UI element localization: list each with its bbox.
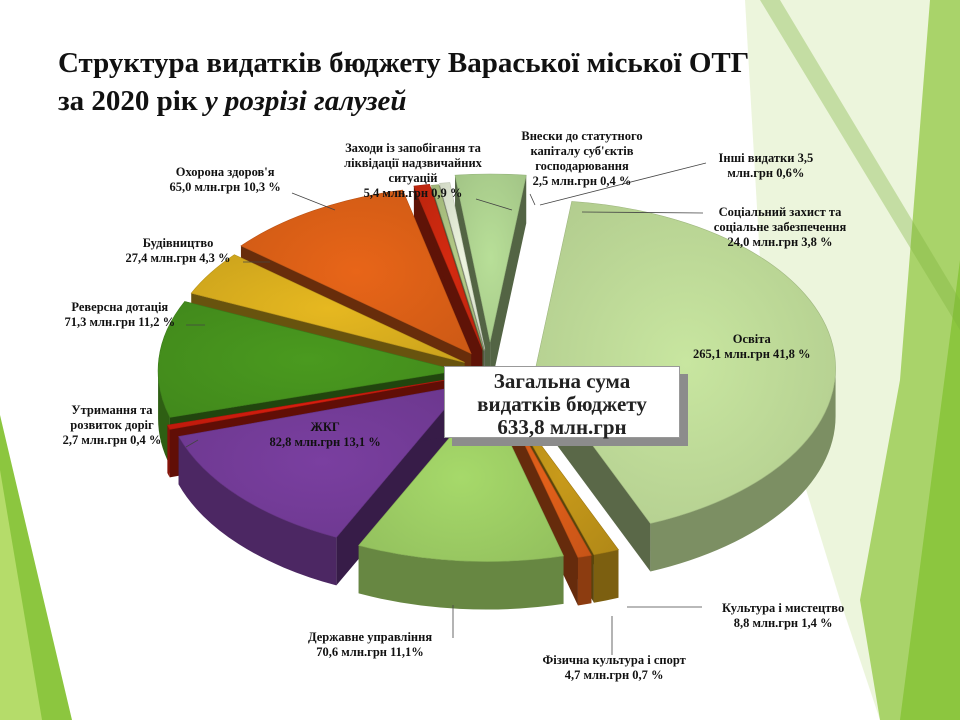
slice-label-name: Заходи із запобігання та ліквідації надз… [344,141,482,185]
slice-label-name: Державне управління [308,630,433,644]
total-line-1: Загальна сума [493,369,631,393]
slice-side [577,555,592,606]
slice-label-name: Утримання та розвиток доріг [70,403,154,432]
slice-top [166,377,456,430]
leader-line-9 [291,192,336,211]
slice-top [190,254,465,363]
page-title: Структура видатків бюджету Вараської міс… [58,44,749,120]
right-deep-green [900,260,960,720]
title-line-2-plain: за 2020 рік [58,85,198,117]
slice-label-value: 5,4 млн.грн 0,9 % [363,186,463,200]
title-line-2-italic: у розрізі галузей [204,85,407,117]
slice-label-5: ЖКГ 82,8 млн.грн 13,1 % [270,420,381,450]
slice-label-value: 8,8 млн.грн 1,4 % [733,616,833,630]
slice-top [454,173,527,343]
leader-line-10 [475,198,513,211]
slice-label-name: Соціальний захист та соціальне забезпече… [713,205,847,234]
leader-line-6 [185,439,199,448]
slice-label-value: 4,7 млн.грн 0,7 % [564,668,664,682]
slice-label-name: Культура і мистецтво [722,601,845,615]
slice-label-value: 2,5 млн.грн 0,4 % [532,174,632,188]
slice-label-4: Державне управління 70,6 млн.грн 11,1% [308,630,432,660]
slice-top [431,184,485,351]
slice-label-name: Фізична культура і спорт [542,653,686,667]
slice-label-1: Освіта 265,1 млн.грн 41,8 % [693,332,811,362]
slice-label-value: 70,6 млн.грн 11,1% [316,645,424,659]
slice-label-value: 24,0 млн.грн 3,8 % [727,235,833,249]
leader-line-12 [539,162,707,206]
slice-label-8: Будівництво 27,4 млн.грн 4,3 % [126,236,231,266]
slice-side [167,425,170,478]
slice-side [593,549,619,603]
slice-top [178,385,466,538]
slice-label-value: млн.грн 0,6% [727,166,805,180]
slice-side [178,436,337,586]
slice-label-name: Реверсна дотація [71,300,169,314]
title-line-1: Структура видатків бюджету Вараської міс… [58,47,750,79]
pie-slice-5 [178,385,466,586]
total-line-3: 633,8 млн.грн [497,415,627,439]
total-box: Загальна сума видатків бюджету 633,8 млн… [444,366,688,446]
slice-side [358,545,564,610]
slice-label-value: 265,1 млн.грн 41,8 % [693,347,811,361]
slice-label-3: Фізична культура і спорт 4,7 млн.грн 0,7 … [543,653,686,683]
slice-label-7: Реверсна дотація 71,3 млн.грн 11,2 % [65,300,176,330]
slice-top [157,301,459,418]
slice-label-12: Інші видатки 3,5 млн.грн 0,6% [719,151,814,181]
slice-label-name: Будівництво [142,236,214,250]
title-line-2: за 2020 рік у розрізі галузей [58,82,749,120]
slice-label-10: Заходи із запобігання та ліквідації надз… [328,141,498,201]
slice-label-name: Освіта [732,332,771,346]
leader-line-13 [581,211,704,214]
slice-label-value: 71,3 млн.грн 11,2 % [64,315,176,329]
slice-wall [490,175,527,391]
slice-top [358,392,564,562]
slice-label-value: 65,0 млн.грн 10,3 % [169,180,281,194]
slice-side [650,368,836,572]
slice-label-9: Охорона здоров'я 65,0 млн.грн 10,3 % [170,165,281,195]
slice-top [240,189,472,355]
slice-top [413,183,483,350]
slice-label-value: 82,8 млн.грн 13,1 % [269,435,381,449]
slice-label-name: ЖКГ [310,420,340,434]
right-diagonal-stripe [760,0,960,330]
slice-label-value: 27,4 млн.грн 4,3 % [125,251,231,265]
slice-label-name: Внески до статутного капіталу суб'єктів … [521,129,643,173]
slice-label-name: Охорона здоров'я [175,165,275,179]
leader-line-11 [529,193,536,206]
slice-top [439,182,486,350]
total-line-2: видатків бюджету [477,392,647,416]
slice-label-11: Внески до статутного капіталу суб'єктів … [507,129,657,189]
slice-label-2: Культура і мистецтво 8,8 млн.грн 1,4 % [722,601,844,631]
slice-label-name: Інші видатки 3,5 [718,151,814,165]
slice-label-6: Утримання та розвиток доріг 2,7 млн.грн 0… [52,403,172,448]
slice-label-13: Соціальний захист та соціальне забезпече… [698,205,863,250]
slice-label-value: 2,7 млн.грн 0,4 % [62,433,162,447]
total-box-face: Загальна сума видатків бюджету 633,8 млн… [444,366,680,439]
left-light-triangle [0,470,42,720]
